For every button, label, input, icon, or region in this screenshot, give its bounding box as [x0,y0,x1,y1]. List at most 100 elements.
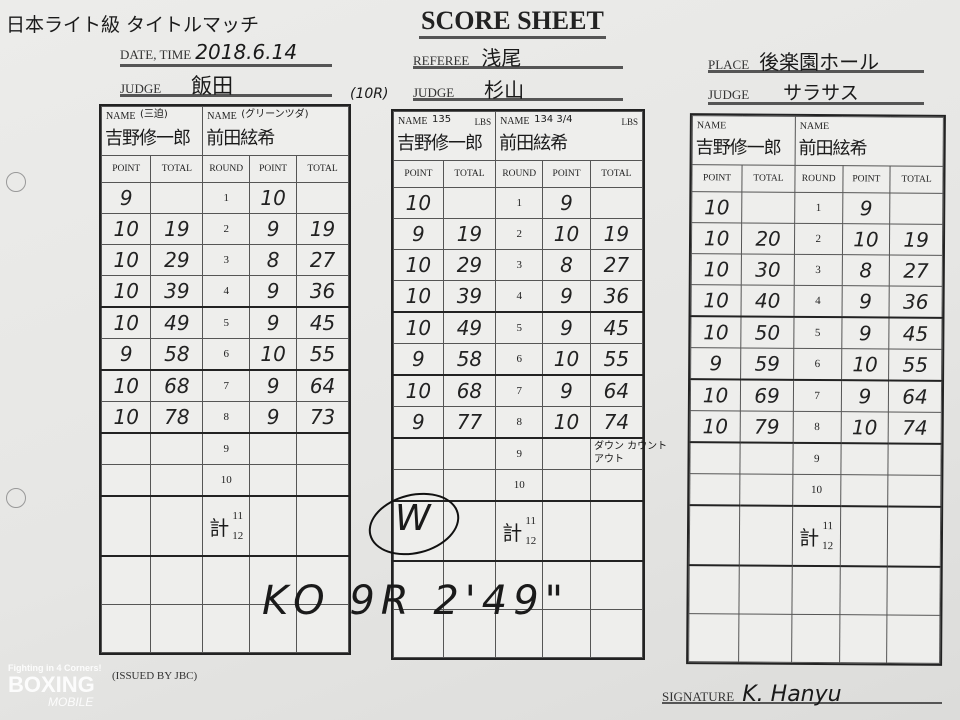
fighter1-point: 10 [100,369,152,402]
fighter1-total: 78 [150,401,204,434]
fighter2-total: 27 [889,255,943,287]
name-label: NAME [799,120,830,133]
fighter2-name-cell: NAME (グリーンツダ) 前田絃希 [202,106,349,156]
fighter2-point: 9 [249,306,298,339]
round-number: 7 [495,374,544,407]
round-row: 9 [689,442,942,476]
fighter2-point: 10 [249,338,298,371]
round-row: 9 77 8 10 74 [393,406,644,439]
fighter1-note: 135 [432,114,452,125]
round-number: 7 [793,379,842,412]
date-label: DATE, TIME [120,47,192,62]
fighter1-total: 68 [150,369,204,402]
binder-hole [6,172,26,192]
fighter2-total: 45 [589,311,644,344]
round-number: 8 [495,406,544,439]
extra-rounds-cell: 計 11 12 [495,500,544,562]
fighter1-point: 10 [393,374,444,407]
fighter2-total [296,182,349,214]
referee-name: 浅尾 [481,46,522,70]
round-number: 3 [202,244,251,276]
round-row: 10 1 9 [691,191,943,225]
judge2-field: JUDGE 杉山 [413,74,623,102]
page-title: SCORE SHEET [419,6,606,39]
round-row: 10 68 7 9 64 [393,374,644,407]
round-row: 10 79 8 10 74 [690,410,942,444]
fighter1-total: 40 [741,284,795,317]
round-number: 9 [792,442,841,475]
round-row: 10 78 8 9 73 [100,401,349,434]
fighter2-total: 64 [888,380,942,413]
fighter1-point: 9 [100,338,152,371]
fighter1-name: 吉野修一郎 [397,133,483,154]
fighter1-total [740,442,794,475]
fighter2-total [889,193,943,225]
fighter2-point: 8 [841,254,890,287]
round-number: 3 [794,254,843,286]
column-header: POINT [542,160,591,188]
fighter1-total [150,464,204,497]
scorecard-judge-1: NAME (三迫) 吉野修一郎 NAME (グリーンツダ) 前田絃希 POINT TOTAL R… [99,104,351,655]
round-number: 2 [495,218,544,250]
column-header: TOTAL [742,164,795,193]
fighter1-total: 69 [740,379,794,412]
fighter2-total [589,469,644,502]
fighter2-total: 19 [889,224,943,256]
fighter1-point: 10 [691,191,743,223]
column-header: TOTAL [296,155,349,183]
fighter2-point: 8 [542,249,591,281]
total-mark: 計 [209,515,230,540]
fighter1-name-cell: NAME 135 LBS 吉野修一郎 [392,111,497,161]
round-number: 1 [794,192,843,224]
round-row: 10 [100,464,349,497]
round-row: 10 49 5 9 45 [100,306,349,339]
judge1-name: 飯田 [191,74,234,98]
fighter2-total [296,464,349,497]
round-number: 11 [525,515,537,527]
round-number: 5 [495,311,544,344]
fighter1-total [741,191,795,224]
fighter1-total: 50 [740,316,794,349]
fighter2-point [840,443,889,476]
extra-rounds-row: 計 11 12 [100,495,349,557]
fighter2-total: 45 [296,306,349,339]
fighter1-point: 10 [393,280,444,313]
round-number: 8 [202,401,251,434]
round-number: 3 [495,249,544,281]
fighter2-total: 19 [589,218,644,250]
round-row: 9 1 10 [100,182,349,214]
column-header: TOTAL [150,155,204,183]
fighter2-total: 55 [589,343,644,376]
lbs-label: LBS [474,117,492,127]
fighter1-point [100,432,152,465]
round-row: 10 49 5 9 45 [393,311,644,344]
round-row: 9 58 6 10 55 [100,338,349,371]
fighter1-total: 49 [442,311,497,344]
round-number: 8 [793,411,841,444]
fighter1-point [689,442,741,474]
round-number: 2 [794,223,843,255]
round-row: 10 50 5 9 45 [690,316,943,350]
round-number: 11 [822,520,834,533]
fighter2-point: 9 [542,280,591,313]
round-number: 10 [792,474,841,507]
fighter2-total: 55 [888,349,942,381]
name-label: NAME [696,120,727,132]
fighter1-total: 39 [442,280,497,313]
fighter2-point: 10 [542,343,591,376]
fighter2-point: 10 [542,218,591,250]
judge1-field: JUDGE 飯田 [120,70,332,98]
round-row: 10 69 7 9 64 [690,379,942,413]
place-label: PLACE [708,57,750,72]
lbs-label: LBS [621,117,638,127]
fighter2-point: 10 [249,182,298,214]
fighter2-total: 19 [296,213,349,245]
fighter2-point: 9 [841,317,890,350]
fighter2-total: 45 [889,317,943,350]
fighter1-total: 58 [150,338,204,371]
round-row: 10 [689,473,941,507]
fighter1-point: 10 [100,275,152,308]
result-note: KO 9R 2'49" [262,578,570,624]
fighter1-point [393,437,444,470]
fighter2-total: 36 [889,286,943,318]
